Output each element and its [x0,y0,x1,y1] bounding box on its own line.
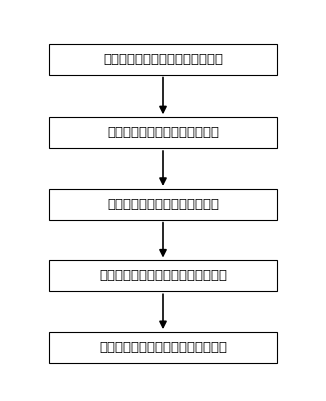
Bar [49,44,277,75]
Text: 制作具有周期微结构的刚性模板: 制作具有周期微结构的刚性模板 [107,126,219,139]
Text: 仿生周期微结构不同结构尺寸设计: 仿生周期微结构不同结构尺寸设计 [103,53,223,66]
Bar [49,332,277,363]
Bar [49,117,277,148]
Text: 仿生材料的疏水性和血液相容性评价: 仿生材料的疏水性和血液相容性评价 [99,341,227,354]
Bar [49,189,277,220]
Text: 制作具有周期微结构的弹性模板: 制作具有周期微结构的弹性模板 [107,198,219,211]
Bar [49,260,277,292]
Text: 复制模塑构建仿生周期微细结构表面: 复制模塑构建仿生周期微细结构表面 [99,269,227,282]
